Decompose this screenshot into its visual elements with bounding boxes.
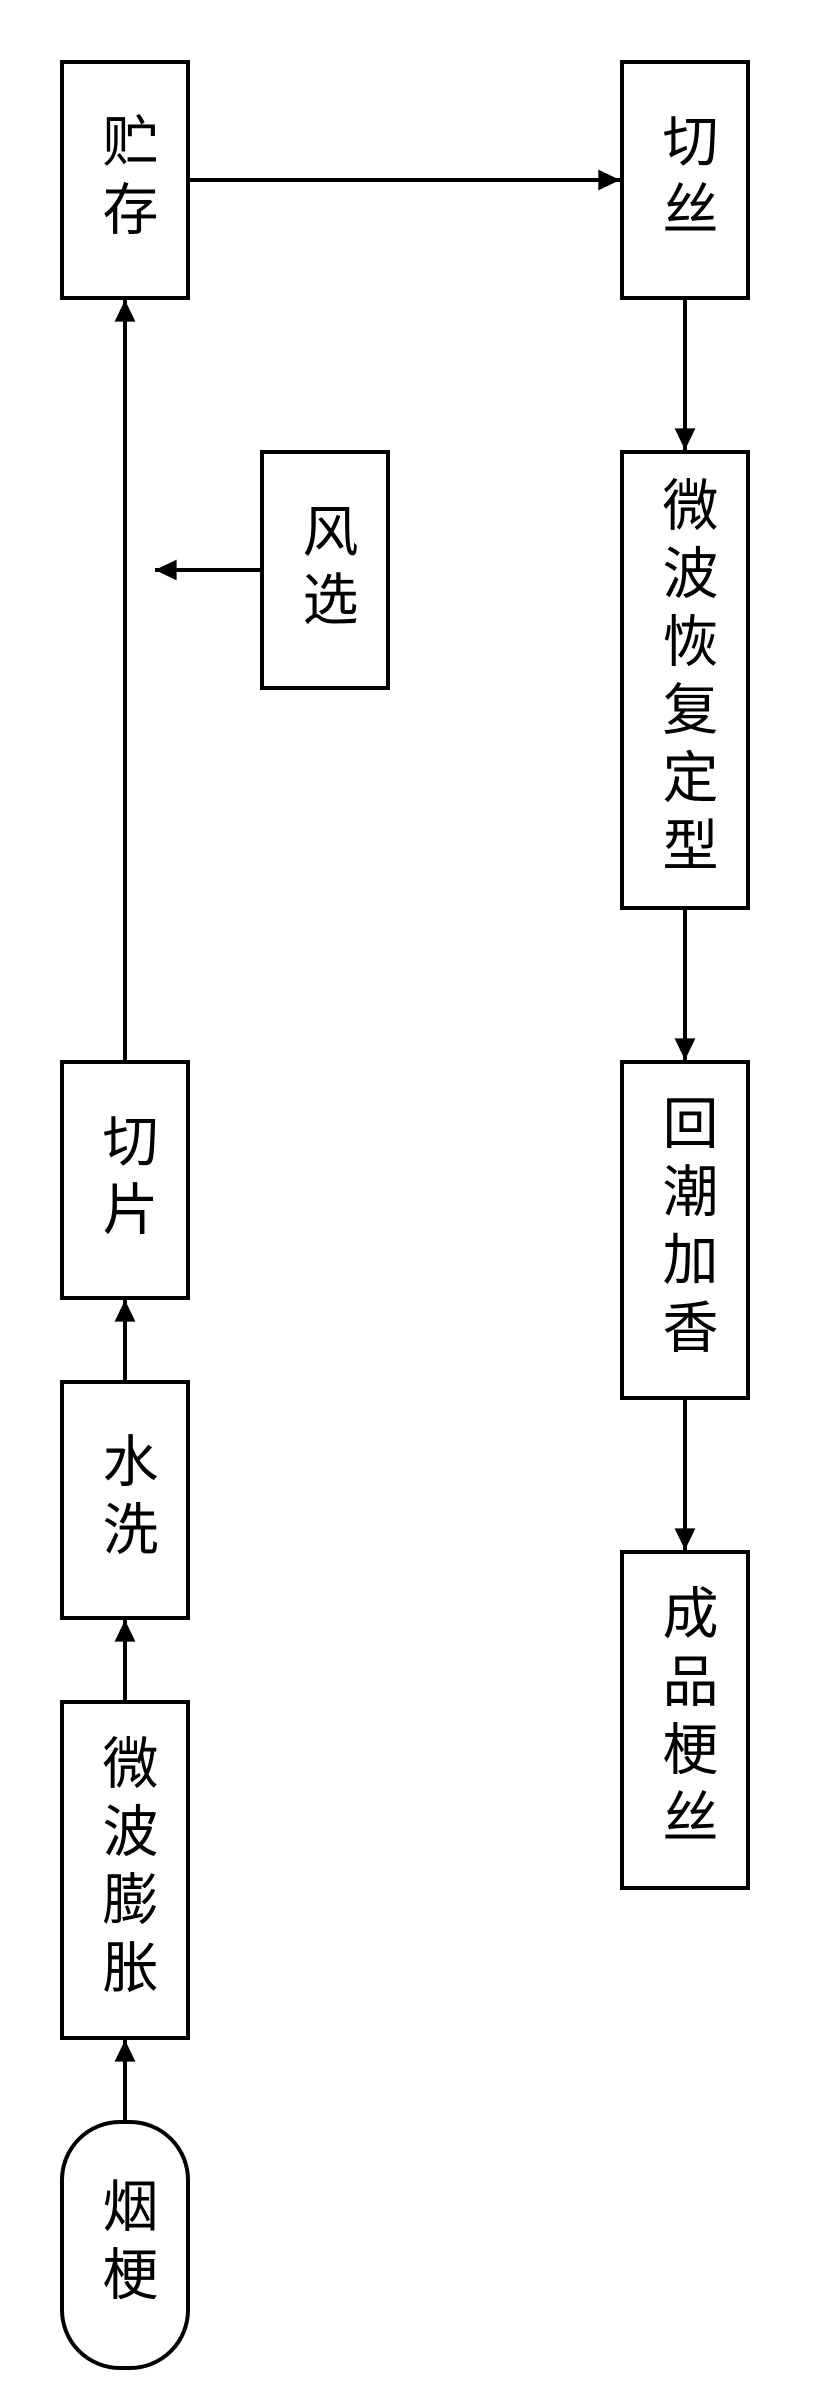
flow-node-slice: 切片 bbox=[60, 1060, 190, 1300]
flow-node-restore: 微波恢复定型 bbox=[620, 450, 750, 910]
flow-node-label: 微波膨胀 bbox=[97, 1734, 153, 2006]
flow-arrow bbox=[95, 2010, 155, 2150]
flow-node-wash: 水洗 bbox=[60, 1380, 190, 1620]
flow-arrow bbox=[655, 880, 715, 1090]
flow-arrow bbox=[655, 1370, 715, 1580]
flow-node-label: 烟梗 bbox=[97, 2177, 153, 2313]
flow-node-label: 切片 bbox=[97, 1112, 153, 1248]
flow-arrow bbox=[95, 1590, 155, 1730]
flow-node-final: 成品梗丝 bbox=[620, 1550, 750, 1890]
flow-node-moist: 回潮加香 bbox=[620, 1060, 750, 1400]
flow-node-expand: 微波膨胀 bbox=[60, 1700, 190, 2040]
flow-arrow bbox=[95, 1270, 155, 1410]
flow-node-label: 水洗 bbox=[97, 1432, 153, 1568]
flow-node-label: 成品梗丝 bbox=[657, 1584, 713, 1856]
flow-arrow bbox=[160, 150, 650, 210]
flow-arrow bbox=[125, 540, 290, 600]
flow-node-label: 贮存 bbox=[97, 112, 153, 248]
flow-node-label: 切丝 bbox=[657, 112, 713, 248]
flow-arrow bbox=[655, 270, 715, 480]
flow-node-label: 风选 bbox=[297, 502, 353, 638]
flow-node-label: 回潮加香 bbox=[657, 1094, 713, 1366]
flow-node-start: 烟梗 bbox=[60, 2120, 190, 2370]
flow-arrow bbox=[95, 270, 155, 1090]
flow-node-label: 微波恢复定型 bbox=[657, 476, 713, 884]
